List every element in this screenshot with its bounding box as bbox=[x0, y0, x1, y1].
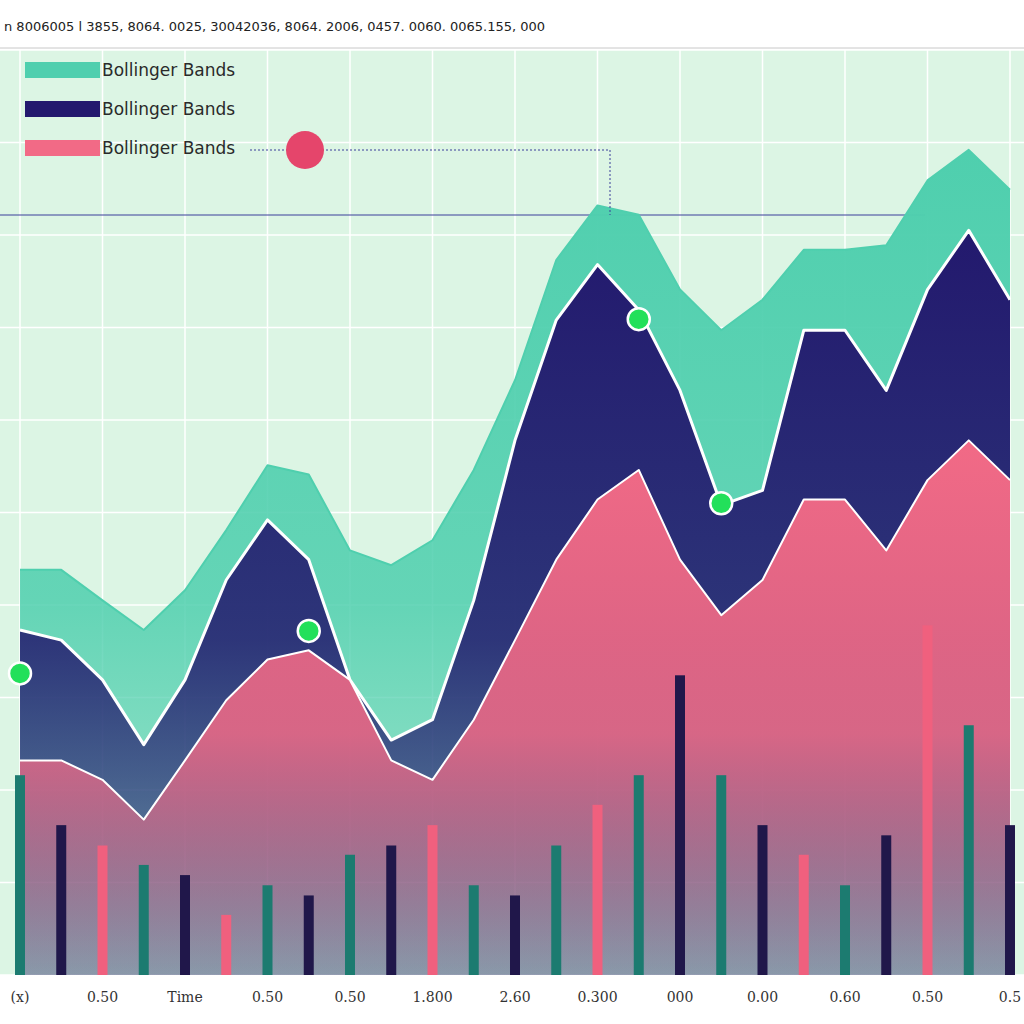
legend-swatch bbox=[25, 62, 100, 78]
legend-label: Bollinger Bands bbox=[102, 60, 235, 80]
title: n 8006005 l 3855, 8064. 0025, 30042036, … bbox=[4, 19, 545, 34]
x-tick-label: 0.50 bbox=[252, 989, 283, 1005]
volume-bar bbox=[263, 885, 273, 975]
signal-marker bbox=[298, 620, 320, 642]
volume-bar bbox=[345, 855, 355, 975]
signal-marker bbox=[710, 492, 732, 514]
x-tick-label: 0.00 bbox=[747, 989, 778, 1005]
volume-bar bbox=[593, 805, 603, 975]
chart-container: n 8006005 l 3855, 8064. 0025, 30042036, … bbox=[0, 0, 1024, 1024]
header-rule bbox=[0, 48, 1024, 49]
x-tick-label: 0.50 bbox=[87, 989, 118, 1005]
decoration-line bbox=[0, 215, 925, 216]
volume-bar bbox=[56, 825, 66, 975]
x-tick-label: 0.300 bbox=[577, 989, 617, 1005]
grid-line-y bbox=[0, 49, 1024, 51]
volume-bar bbox=[386, 846, 396, 976]
volume-bar bbox=[510, 895, 520, 975]
legend-swatch bbox=[25, 140, 100, 156]
volume-bar bbox=[469, 885, 479, 975]
volume-bar bbox=[304, 895, 314, 975]
x-tick-label: Time bbox=[167, 989, 202, 1005]
x-tick-label: 0.50 bbox=[912, 989, 943, 1005]
volume-bar bbox=[139, 865, 149, 975]
x-tick-label: 2.60 bbox=[499, 989, 530, 1005]
signal-marker bbox=[9, 662, 31, 684]
volume-bar bbox=[840, 885, 850, 975]
x-tick-label: (x) bbox=[11, 989, 30, 1005]
volume-bar bbox=[15, 775, 25, 975]
legend: Bollinger Bands Bollinger Bands Bollinger … bbox=[25, 60, 235, 158]
volume-bar bbox=[881, 835, 891, 975]
x-tick-label: 0.5 bbox=[999, 989, 1021, 1005]
volume-bar bbox=[221, 915, 231, 975]
plot-background bbox=[0, 50, 1024, 975]
x-tick-label: 0.50 bbox=[334, 989, 365, 1005]
volume-bar bbox=[799, 855, 809, 975]
volume-bar bbox=[716, 775, 726, 975]
legend-label: Bollinger Bands bbox=[102, 138, 235, 158]
grid bbox=[0, 50, 1024, 975]
volume-bar bbox=[1005, 825, 1015, 975]
chart-svg: n 8006005 l 3855, 8064. 0025, 30042036, … bbox=[0, 0, 1024, 1024]
x-tick-label: 0.60 bbox=[829, 989, 860, 1005]
volume-bar bbox=[923, 625, 933, 975]
grid-line-y bbox=[0, 234, 1024, 236]
band-area bbox=[20, 440, 1010, 975]
band-area bbox=[20, 150, 1010, 975]
x-tick-label: 000 bbox=[667, 989, 694, 1005]
legend-swatch bbox=[25, 101, 100, 117]
signal-marker bbox=[628, 308, 650, 330]
volume-bar bbox=[428, 825, 438, 975]
volume-bar bbox=[634, 775, 644, 975]
band-area bbox=[20, 230, 1010, 975]
decoration-dot bbox=[286, 131, 324, 169]
volume-bar bbox=[180, 875, 190, 975]
volume-bar bbox=[551, 846, 561, 976]
band-line bbox=[20, 440, 1010, 819]
x-tick-label: 1.800 bbox=[412, 989, 452, 1005]
volume-bar bbox=[98, 846, 108, 976]
data-group bbox=[9, 150, 1015, 975]
page-background bbox=[0, 0, 1024, 1024]
volume-bar bbox=[758, 825, 768, 975]
volume-bar bbox=[675, 675, 685, 975]
legend-label: Bollinger Bands bbox=[102, 99, 235, 119]
volume-bar bbox=[964, 725, 974, 975]
